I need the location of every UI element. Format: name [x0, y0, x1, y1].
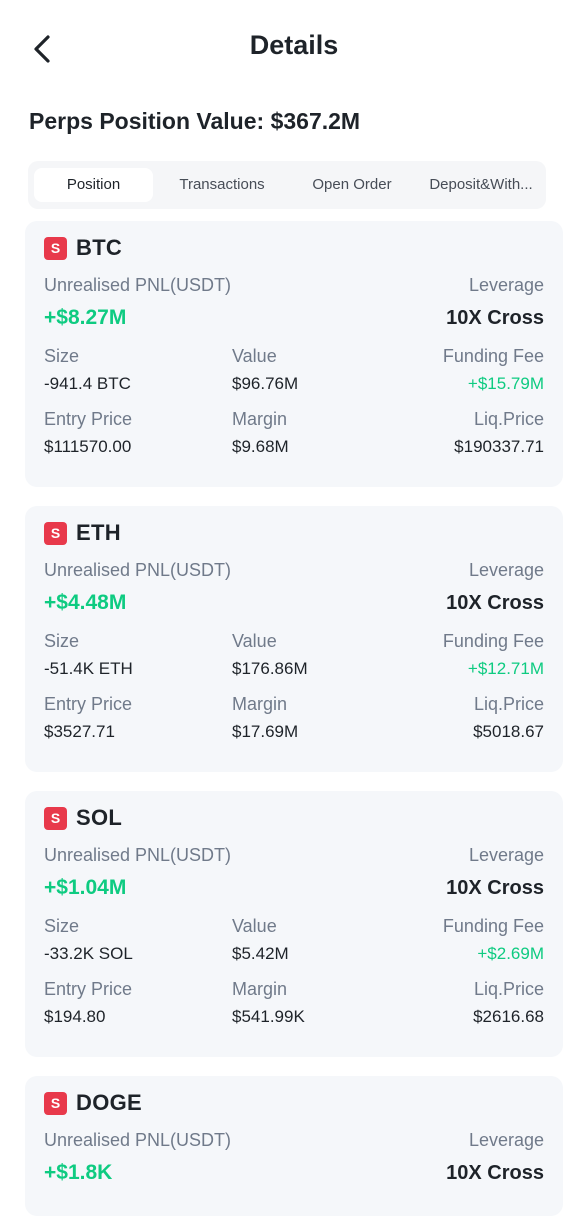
chevron-left-icon — [34, 35, 50, 63]
header: Details — [0, 0, 588, 100]
size-value: -941.4 BTC — [44, 374, 131, 393]
position-symbol: SOL — [76, 805, 123, 830]
entry-price-value: $3527.71 — [44, 722, 115, 741]
liq-price-value: $2616.68 — [473, 1007, 544, 1026]
margin-value: $17.69M — [232, 722, 299, 741]
margin-label: Margin — [232, 979, 288, 999]
leverage-value: 10X Cross — [446, 1162, 544, 1184]
value-value: $96.76M — [232, 374, 299, 393]
liq-price-value: $190337.71 — [454, 437, 544, 456]
tab-open-order[interactable]: Open Order — [312, 176, 392, 193]
funding-fee-value: +$12.71M — [467, 659, 544, 678]
liq-price-value: $5018.67 — [473, 722, 544, 741]
value-value: $5.42M — [232, 944, 289, 963]
liq-price-label: Liq.Price — [473, 979, 544, 999]
pnl-value: +$8.27M — [44, 306, 127, 329]
pnl-label: Unrealised PNL(USDT) — [44, 1130, 232, 1150]
position-card-sol[interactable]: S SOL Unrealised PNL(USDT) Leverage +$1.… — [25, 791, 563, 1057]
position-card-doge[interactable]: S DOGE Unrealised PNL(USDT) Leverage +$1… — [25, 1076, 563, 1216]
short-badge: S — [44, 1092, 67, 1115]
position-symbol: BTC — [76, 235, 123, 260]
funding-fee-label: Funding Fee — [442, 346, 544, 366]
funding-fee-label: Funding Fee — [442, 631, 544, 651]
leverage-label: Leverage — [468, 275, 544, 295]
margin-label: Margin — [232, 409, 288, 429]
tab-position[interactable]: Position — [34, 168, 153, 202]
entry-price-label: Entry Price — [44, 979, 133, 999]
tab-transactions[interactable]: Transactions — [179, 176, 265, 193]
position-card-eth[interactable]: S ETH Unrealised PNL(USDT) Leverage +$4.… — [25, 506, 563, 772]
position-symbol: ETH — [76, 520, 121, 545]
size-label: Size — [44, 631, 80, 651]
pnl-value: +$4.48M — [44, 591, 127, 614]
leverage-value: 10X Cross — [446, 592, 544, 614]
leverage-value: 10X Cross — [446, 877, 544, 899]
back-button[interactable] — [28, 32, 56, 66]
short-badge: S — [44, 237, 67, 260]
pnl-label: Unrealised PNL(USDT) — [44, 560, 232, 580]
funding-fee-label: Funding Fee — [442, 916, 544, 936]
leverage-label: Leverage — [468, 845, 544, 865]
leverage-label: Leverage — [468, 560, 544, 580]
position-value-summary: Perps Position Value: $367.2M — [29, 108, 361, 134]
margin-value: $541.99K — [232, 1007, 305, 1026]
size-label: Size — [44, 346, 80, 366]
pnl-label: Unrealised PNL(USDT) — [44, 845, 232, 865]
position-symbol: DOGE — [76, 1090, 142, 1115]
short-badge: S — [44, 807, 67, 830]
tab-bar: Position Transactions Open Order Deposit… — [28, 161, 546, 209]
liq-price-label: Liq.Price — [473, 409, 544, 429]
leverage-value: 10X Cross — [446, 307, 544, 329]
size-value: -33.2K SOL — [44, 944, 133, 963]
value-value: $176.86M — [232, 659, 308, 678]
tab-deposit-withdraw[interactable]: Deposit&With... — [429, 176, 533, 193]
value-label: Value — [232, 346, 277, 366]
entry-price-value: $111570.00 — [44, 437, 132, 456]
pnl-value: +$1.8K — [44, 1161, 113, 1184]
page-title: Details — [249, 30, 339, 60]
pnl-value: +$1.04M — [44, 876, 127, 899]
size-value: -51.4K ETH — [44, 659, 133, 678]
size-label: Size — [44, 916, 80, 936]
value-label: Value — [232, 631, 277, 651]
liq-price-label: Liq.Price — [473, 694, 544, 714]
entry-price-value: $194.80 — [44, 1007, 106, 1026]
leverage-label: Leverage — [468, 1130, 544, 1150]
margin-value: $9.68M — [232, 437, 289, 456]
entry-price-label: Entry Price — [44, 409, 133, 429]
funding-fee-value: +$2.69M — [477, 944, 544, 963]
margin-label: Margin — [232, 694, 288, 714]
funding-fee-value: +$15.79M — [467, 374, 544, 393]
short-badge: S — [44, 522, 67, 545]
value-label: Value — [232, 916, 277, 936]
entry-price-label: Entry Price — [44, 694, 133, 714]
position-card-btc[interactable]: S BTC Unrealised PNL(USDT) Leverage +$8.… — [25, 221, 563, 487]
pnl-label: Unrealised PNL(USDT) — [44, 275, 232, 295]
